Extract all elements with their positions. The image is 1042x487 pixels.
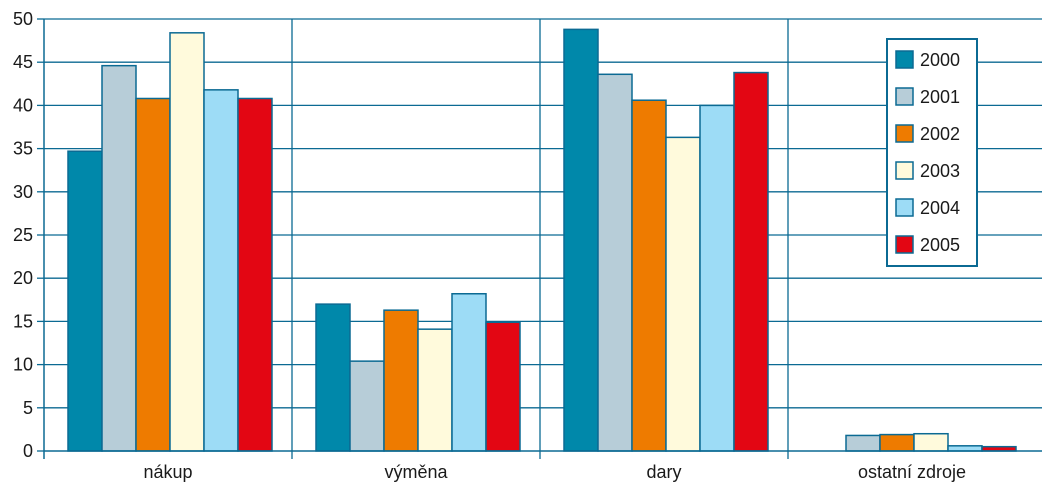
legend-swatch-2000 — [895, 50, 914, 69]
legend-label-2003: 2003 — [920, 161, 960, 181]
bar-2001-0 — [101, 64, 137, 452]
bar-2004-3 — [947, 445, 983, 452]
y-tick-label-15: 15 — [13, 311, 33, 331]
y-tick-label-10: 10 — [13, 355, 33, 375]
legend-swatch-2001 — [895, 87, 914, 106]
bar-2005-0 — [237, 97, 273, 452]
legend-label-2000: 2000 — [920, 50, 960, 70]
bar-2003-1 — [417, 328, 453, 452]
bar-2002-3 — [879, 433, 915, 452]
y-tick-label-25: 25 — [13, 225, 33, 245]
axes: 0 5 10 15 20 25 30 35 40 45 50 nákup výměna dary ostat… — [13, 9, 1042, 482]
bar-2000-0 — [67, 150, 103, 452]
bar-2002-2 — [631, 99, 667, 452]
x-category-label-3: ostatní zdroje — [858, 462, 966, 482]
x-category-label-2: dary — [646, 462, 681, 482]
bars — [67, 28, 1017, 452]
legend-swatch-2003 — [895, 161, 914, 180]
x-category-label-0: nákup — [143, 462, 192, 482]
y-tick-label-40: 40 — [13, 95, 33, 115]
bar-2003-2 — [665, 136, 701, 452]
legend-swatch-2004 — [895, 198, 914, 217]
y-tick-label-50: 50 — [13, 9, 33, 29]
y-tick-label-35: 35 — [13, 139, 33, 159]
bar-2004-2 — [699, 104, 735, 452]
y-tick-label-30: 30 — [13, 182, 33, 202]
bar-2001-2 — [597, 73, 633, 452]
bar-2002-0 — [135, 97, 171, 452]
bar-2000-2 — [563, 28, 599, 452]
legend-swatch-2005 — [895, 235, 914, 254]
bar-2000-1 — [315, 303, 351, 452]
bar-2001-3 — [845, 434, 881, 452]
legend-label-2005: 2005 — [920, 235, 960, 255]
legend-label-2002: 2002 — [920, 124, 960, 144]
legend-label-2001: 2001 — [920, 87, 960, 107]
y-tick-label-5: 5 — [23, 398, 33, 418]
y-tick-label-20: 20 — [13, 268, 33, 288]
y-tick-label-45: 45 — [13, 52, 33, 72]
bar-2004-0 — [203, 89, 239, 452]
legend-swatch-2002 — [895, 124, 914, 143]
x-category-label-1: výměna — [384, 462, 448, 482]
legend-label-2004: 2004 — [920, 198, 960, 218]
bar-2002-1 — [383, 309, 419, 452]
bar-2005-1 — [485, 321, 521, 452]
legend: 2000 2001 2002 2003 2004 2005 — [886, 38, 978, 267]
bar-2003-0 — [169, 32, 205, 452]
bar-2004-1 — [451, 293, 487, 452]
bar-2005-2 — [733, 71, 769, 452]
bar-2001-1 — [349, 360, 385, 452]
bar-2003-3 — [913, 432, 949, 452]
y-tick-label-0: 0 — [23, 441, 33, 461]
legend-box — [886, 38, 978, 267]
